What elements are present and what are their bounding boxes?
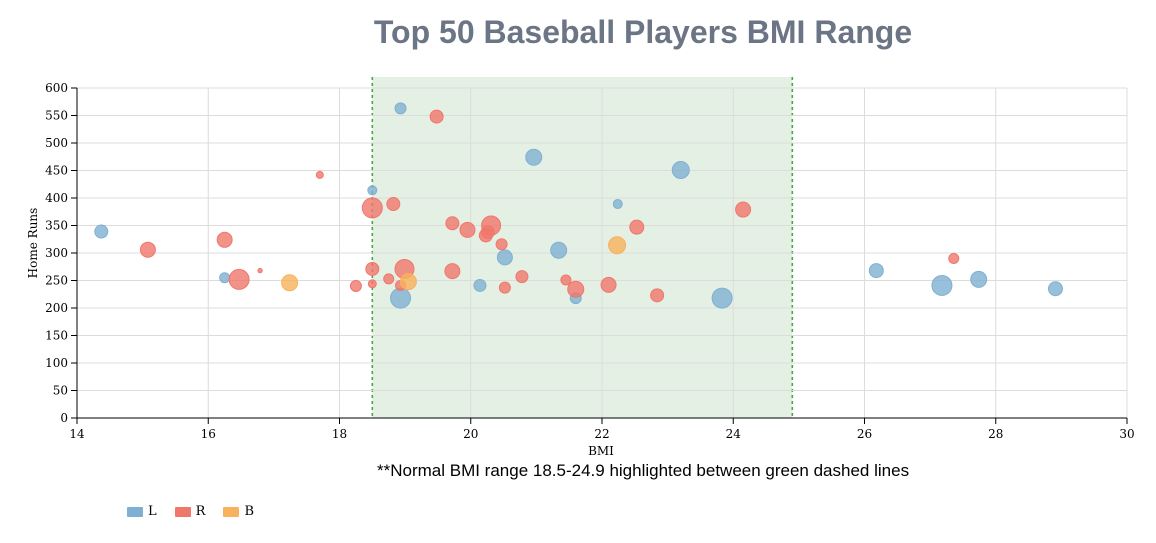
data-point-l bbox=[390, 287, 412, 309]
y-axis-title: Home Runs bbox=[26, 208, 40, 279]
legend-swatch bbox=[174, 506, 191, 517]
data-point-r bbox=[629, 219, 645, 235]
y-tick-label: 600 bbox=[45, 81, 68, 95]
legend-swatch bbox=[127, 506, 143, 517]
data-point-l bbox=[525, 148, 543, 166]
y-tick-label: 400 bbox=[45, 191, 68, 205]
legend-item-l: L bbox=[127, 504, 157, 519]
y-tick-label: 150 bbox=[45, 329, 68, 343]
x-tick-label: 28 bbox=[988, 427, 1003, 441]
data-point-r bbox=[567, 280, 585, 298]
legend-item-b: B bbox=[223, 504, 254, 519]
data-point-l bbox=[394, 102, 407, 115]
data-point-r bbox=[650, 288, 665, 303]
data-point-r bbox=[228, 268, 250, 290]
chart-footnote: **Normal BMI range 18.5-24.9 highlighted… bbox=[377, 461, 910, 480]
x-tick-label: 22 bbox=[594, 427, 609, 441]
data-point-l bbox=[711, 287, 733, 309]
y-tick-label: 50 bbox=[53, 384, 68, 398]
data-point-l bbox=[671, 160, 690, 179]
data-point-l bbox=[612, 199, 623, 210]
data-point-r bbox=[459, 221, 476, 238]
chart-title: Top 50 Baseball Players BMI Range bbox=[373, 14, 913, 50]
data-point-r bbox=[315, 170, 324, 179]
data-point-l bbox=[367, 185, 378, 196]
data-point-l bbox=[868, 263, 884, 279]
y-tick-label: 100 bbox=[45, 356, 68, 370]
data-point-b bbox=[399, 273, 417, 291]
data-point-r bbox=[383, 273, 395, 285]
y-tick-label: 550 bbox=[45, 109, 68, 123]
data-point-r bbox=[361, 197, 383, 219]
data-point-r bbox=[216, 231, 233, 248]
x-axis-title: BMI bbox=[588, 444, 614, 458]
x-tick-label: 18 bbox=[332, 427, 347, 441]
data-point-b bbox=[608, 236, 627, 255]
y-tick-label: 450 bbox=[45, 164, 68, 178]
y-tick-label: 0 bbox=[60, 411, 68, 425]
data-point-r bbox=[498, 281, 511, 294]
data-point-l bbox=[496, 249, 513, 266]
data-point-l bbox=[473, 278, 487, 292]
data-point-r bbox=[495, 238, 508, 251]
data-point-r bbox=[386, 197, 401, 212]
legend-label: B bbox=[244, 504, 254, 519]
x-tick-label: 16 bbox=[201, 427, 216, 441]
x-tick-label: 20 bbox=[463, 427, 478, 441]
data-point-r bbox=[600, 276, 617, 293]
data-point-l bbox=[931, 274, 953, 296]
data-point-r bbox=[735, 201, 752, 218]
data-point-r bbox=[139, 241, 156, 258]
data-point-b bbox=[281, 274, 299, 292]
y-tick-label: 300 bbox=[45, 246, 68, 260]
data-point-r bbox=[444, 263, 461, 280]
normal-bmi-band bbox=[372, 77, 793, 418]
y-tick-label: 200 bbox=[45, 301, 68, 315]
y-tick-label: 350 bbox=[45, 219, 68, 233]
data-point-r bbox=[948, 253, 960, 264]
y-tick-label: 250 bbox=[45, 274, 68, 288]
data-point-r bbox=[560, 274, 572, 286]
data-point-r bbox=[367, 279, 377, 289]
legend-swatch bbox=[223, 506, 240, 517]
y-tick-label: 500 bbox=[45, 136, 68, 150]
x-tick-label: 26 bbox=[857, 427, 872, 441]
data-point-r bbox=[349, 280, 362, 292]
data-point-l bbox=[970, 270, 988, 288]
legend-label: R bbox=[195, 504, 206, 519]
x-tick-label: 14 bbox=[69, 427, 85, 441]
data-point-r bbox=[481, 215, 502, 236]
data-point-r bbox=[445, 216, 460, 231]
data-point-l bbox=[1047, 281, 1063, 297]
legend-item-r: R bbox=[174, 504, 206, 519]
data-point-r bbox=[257, 267, 263, 274]
data-point-r bbox=[365, 261, 380, 276]
data-point-l bbox=[219, 272, 231, 284]
legend-label: L bbox=[148, 504, 157, 519]
x-tick-label: 30 bbox=[1119, 427, 1134, 441]
data-point-l bbox=[94, 224, 109, 239]
data-point-r bbox=[429, 109, 444, 124]
x-tick-label: 24 bbox=[726, 427, 742, 441]
data-point-l bbox=[550, 241, 568, 259]
data-point-r bbox=[515, 270, 529, 284]
